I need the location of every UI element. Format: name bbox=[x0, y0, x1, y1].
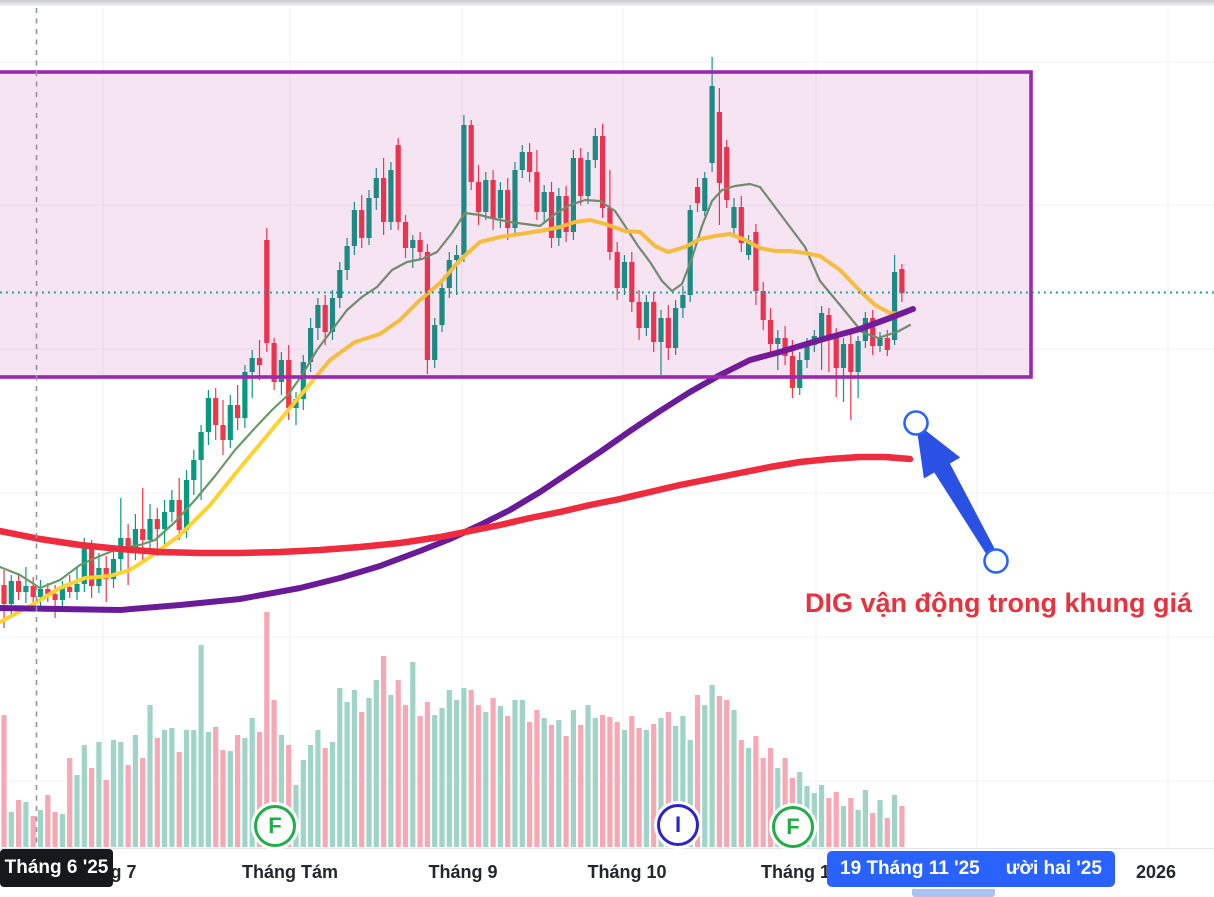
arrow-handle-tail[interactable] bbox=[983, 548, 1009, 574]
volume-series bbox=[1, 612, 905, 847]
top-crop-band bbox=[0, 0, 1214, 6]
price-chart-canvas[interactable] bbox=[0, 0, 1214, 848]
selection-date-text-1: 19 Tháng 11 '25 bbox=[840, 858, 980, 879]
ma-slow-red bbox=[0, 453, 914, 557]
ma-yellow bbox=[0, 218, 905, 624]
crosshair-date-text: Tháng 6 '25 bbox=[4, 857, 109, 878]
event-badge-f[interactable]: F bbox=[254, 805, 296, 847]
ma-fast-green bbox=[0, 182, 912, 590]
axis-month-label: Tháng 11 bbox=[760, 862, 840, 882]
axis-month-label: Tháng 9 bbox=[428, 862, 498, 882]
axis-selection-highlight bbox=[912, 889, 995, 897]
event-badge-i[interactable]: I bbox=[657, 804, 699, 846]
arrow-handle-tip[interactable] bbox=[903, 410, 929, 436]
arrow-drawing[interactable] bbox=[916, 423, 1000, 564]
axis-month-label: Tháng Tám bbox=[241, 862, 339, 882]
ma-slow-purple bbox=[0, 306, 916, 613]
selection-date-text-2: ười hai '25 bbox=[1005, 858, 1102, 879]
axis-month-label: Tháng 10 bbox=[587, 862, 667, 882]
axis-month-label: 2026 bbox=[1135, 862, 1177, 882]
crosshair-date-label: Tháng 6 '25 bbox=[0, 849, 113, 887]
chart-annotation-text[interactable]: DIG vận động trong khung giá bbox=[805, 588, 1192, 618]
event-badge-f[interactable]: F bbox=[772, 806, 814, 848]
price-range-box[interactable] bbox=[0, 70, 1033, 379]
selection-date-label: 19 Tháng 11 '25 ười hai '25 bbox=[827, 851, 1115, 887]
